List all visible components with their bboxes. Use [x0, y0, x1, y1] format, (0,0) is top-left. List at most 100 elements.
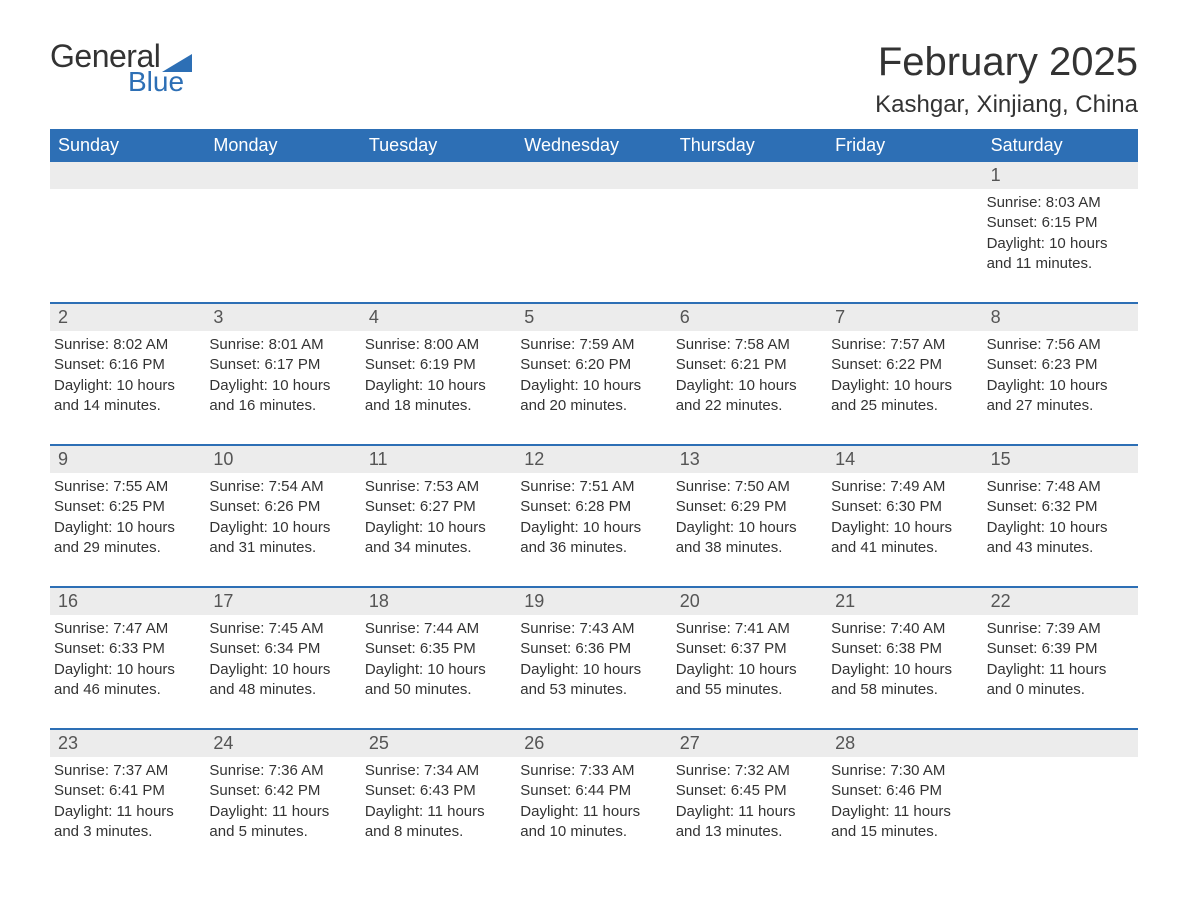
day-number: 9	[50, 446, 205, 473]
day-number: 10	[205, 446, 360, 473]
day-content: Sunrise: 7:50 AMSunset: 6:29 PMDaylight:…	[672, 473, 827, 586]
dow-thursday: Thursday	[672, 129, 827, 162]
daylight-text: Daylight: 11 hours and 0 minutes.	[987, 660, 1130, 701]
day-number: 25	[361, 730, 516, 757]
day-number: 19	[516, 588, 671, 615]
day-number: 28	[827, 730, 982, 757]
day-content	[361, 189, 516, 302]
daylight-text: Daylight: 11 hours and 5 minutes.	[209, 802, 352, 843]
sunrise-text: Sunrise: 7:49 AM	[831, 477, 974, 497]
day-content: Sunrise: 7:41 AMSunset: 6:37 PMDaylight:…	[672, 615, 827, 728]
sunrise-text: Sunrise: 7:44 AM	[365, 619, 508, 639]
daylight-text: Daylight: 10 hours and 27 minutes.	[987, 376, 1130, 417]
day-content: Sunrise: 7:58 AMSunset: 6:21 PMDaylight:…	[672, 331, 827, 444]
day-content: Sunrise: 8:01 AMSunset: 6:17 PMDaylight:…	[205, 331, 360, 444]
sunrise-text: Sunrise: 7:30 AM	[831, 761, 974, 781]
sunrise-text: Sunrise: 7:51 AM	[520, 477, 663, 497]
daylight-text: Daylight: 10 hours and 58 minutes.	[831, 660, 974, 701]
daynum-row: 232425262728	[50, 730, 1138, 757]
sunset-text: Sunset: 6:25 PM	[54, 497, 197, 517]
logo-word2: Blue	[128, 68, 192, 96]
day-content: Sunrise: 7:37 AMSunset: 6:41 PMDaylight:…	[50, 757, 205, 870]
title-block: February 2025 Kashgar, Xinjiang, China	[875, 40, 1138, 119]
week-block: 16171819202122Sunrise: 7:47 AMSunset: 6:…	[50, 586, 1138, 728]
daynum-row: 1	[50, 162, 1138, 189]
logo: General Blue	[50, 40, 192, 96]
sunset-text: Sunset: 6:38 PM	[831, 639, 974, 659]
sunrise-text: Sunrise: 7:57 AM	[831, 335, 974, 355]
day-number	[516, 162, 671, 189]
daylight-text: Daylight: 10 hours and 38 minutes.	[676, 518, 819, 559]
sunset-text: Sunset: 6:44 PM	[520, 781, 663, 801]
dow-monday: Monday	[205, 129, 360, 162]
month-title: February 2025	[875, 40, 1138, 85]
sunset-text: Sunset: 6:35 PM	[365, 639, 508, 659]
sunset-text: Sunset: 6:37 PM	[676, 639, 819, 659]
day-number: 16	[50, 588, 205, 615]
day-content: Sunrise: 7:55 AMSunset: 6:25 PMDaylight:…	[50, 473, 205, 586]
day-number: 20	[672, 588, 827, 615]
dow-tuesday: Tuesday	[361, 129, 516, 162]
sunset-text: Sunset: 6:42 PM	[209, 781, 352, 801]
day-number: 12	[516, 446, 671, 473]
sunset-text: Sunset: 6:20 PM	[520, 355, 663, 375]
daylight-text: Daylight: 11 hours and 15 minutes.	[831, 802, 974, 843]
day-number	[983, 730, 1138, 757]
daynum-row: 2345678	[50, 304, 1138, 331]
day-content: Sunrise: 7:59 AMSunset: 6:20 PMDaylight:…	[516, 331, 671, 444]
daylight-text: Daylight: 10 hours and 34 minutes.	[365, 518, 508, 559]
daynum-row: 16171819202122	[50, 588, 1138, 615]
daylight-text: Daylight: 10 hours and 25 minutes.	[831, 376, 974, 417]
day-content	[983, 757, 1138, 870]
daynum-row: 9101112131415	[50, 446, 1138, 473]
day-content: Sunrise: 7:48 AMSunset: 6:32 PMDaylight:…	[983, 473, 1138, 586]
day-content: Sunrise: 7:34 AMSunset: 6:43 PMDaylight:…	[361, 757, 516, 870]
week-block: 232425262728Sunrise: 7:37 AMSunset: 6:41…	[50, 728, 1138, 870]
day-number: 1	[983, 162, 1138, 189]
day-content: Sunrise: 7:51 AMSunset: 6:28 PMDaylight:…	[516, 473, 671, 586]
day-content: Sunrise: 7:44 AMSunset: 6:35 PMDaylight:…	[361, 615, 516, 728]
day-content: Sunrise: 7:30 AMSunset: 6:46 PMDaylight:…	[827, 757, 982, 870]
day-number: 8	[983, 304, 1138, 331]
sunset-text: Sunset: 6:19 PM	[365, 355, 508, 375]
sunrise-text: Sunrise: 7:32 AM	[676, 761, 819, 781]
day-content: Sunrise: 7:49 AMSunset: 6:30 PMDaylight:…	[827, 473, 982, 586]
dow-friday: Friday	[827, 129, 982, 162]
sunset-text: Sunset: 6:15 PM	[987, 213, 1130, 233]
sunset-text: Sunset: 6:16 PM	[54, 355, 197, 375]
daylight-text: Daylight: 10 hours and 50 minutes.	[365, 660, 508, 701]
day-number	[50, 162, 205, 189]
sunrise-text: Sunrise: 7:39 AM	[987, 619, 1130, 639]
day-content: Sunrise: 7:40 AMSunset: 6:38 PMDaylight:…	[827, 615, 982, 728]
day-number: 26	[516, 730, 671, 757]
sunrise-text: Sunrise: 8:02 AM	[54, 335, 197, 355]
daycontent-row: Sunrise: 7:55 AMSunset: 6:25 PMDaylight:…	[50, 473, 1138, 586]
sunrise-text: Sunrise: 7:41 AM	[676, 619, 819, 639]
day-number: 23	[50, 730, 205, 757]
dow-saturday: Saturday	[983, 129, 1138, 162]
calendar: Sunday Monday Tuesday Wednesday Thursday…	[50, 129, 1138, 870]
sunrise-text: Sunrise: 7:58 AM	[676, 335, 819, 355]
sunset-text: Sunset: 6:33 PM	[54, 639, 197, 659]
daylight-text: Daylight: 11 hours and 8 minutes.	[365, 802, 508, 843]
sunset-text: Sunset: 6:27 PM	[365, 497, 508, 517]
dow-wednesday: Wednesday	[516, 129, 671, 162]
sunset-text: Sunset: 6:30 PM	[831, 497, 974, 517]
day-content: Sunrise: 7:54 AMSunset: 6:26 PMDaylight:…	[205, 473, 360, 586]
daylight-text: Daylight: 10 hours and 55 minutes.	[676, 660, 819, 701]
day-content: Sunrise: 7:36 AMSunset: 6:42 PMDaylight:…	[205, 757, 360, 870]
sunset-text: Sunset: 6:17 PM	[209, 355, 352, 375]
day-number: 4	[361, 304, 516, 331]
day-number: 7	[827, 304, 982, 331]
sunrise-text: Sunrise: 8:01 AM	[209, 335, 352, 355]
sunrise-text: Sunrise: 7:36 AM	[209, 761, 352, 781]
sunset-text: Sunset: 6:21 PM	[676, 355, 819, 375]
dow-row: Sunday Monday Tuesday Wednesday Thursday…	[50, 129, 1138, 162]
day-content	[50, 189, 205, 302]
sunset-text: Sunset: 6:29 PM	[676, 497, 819, 517]
sunset-text: Sunset: 6:39 PM	[987, 639, 1130, 659]
day-number	[205, 162, 360, 189]
sunrise-text: Sunrise: 7:59 AM	[520, 335, 663, 355]
daycontent-row: Sunrise: 8:03 AMSunset: 6:15 PMDaylight:…	[50, 189, 1138, 302]
sunrise-text: Sunrise: 7:33 AM	[520, 761, 663, 781]
